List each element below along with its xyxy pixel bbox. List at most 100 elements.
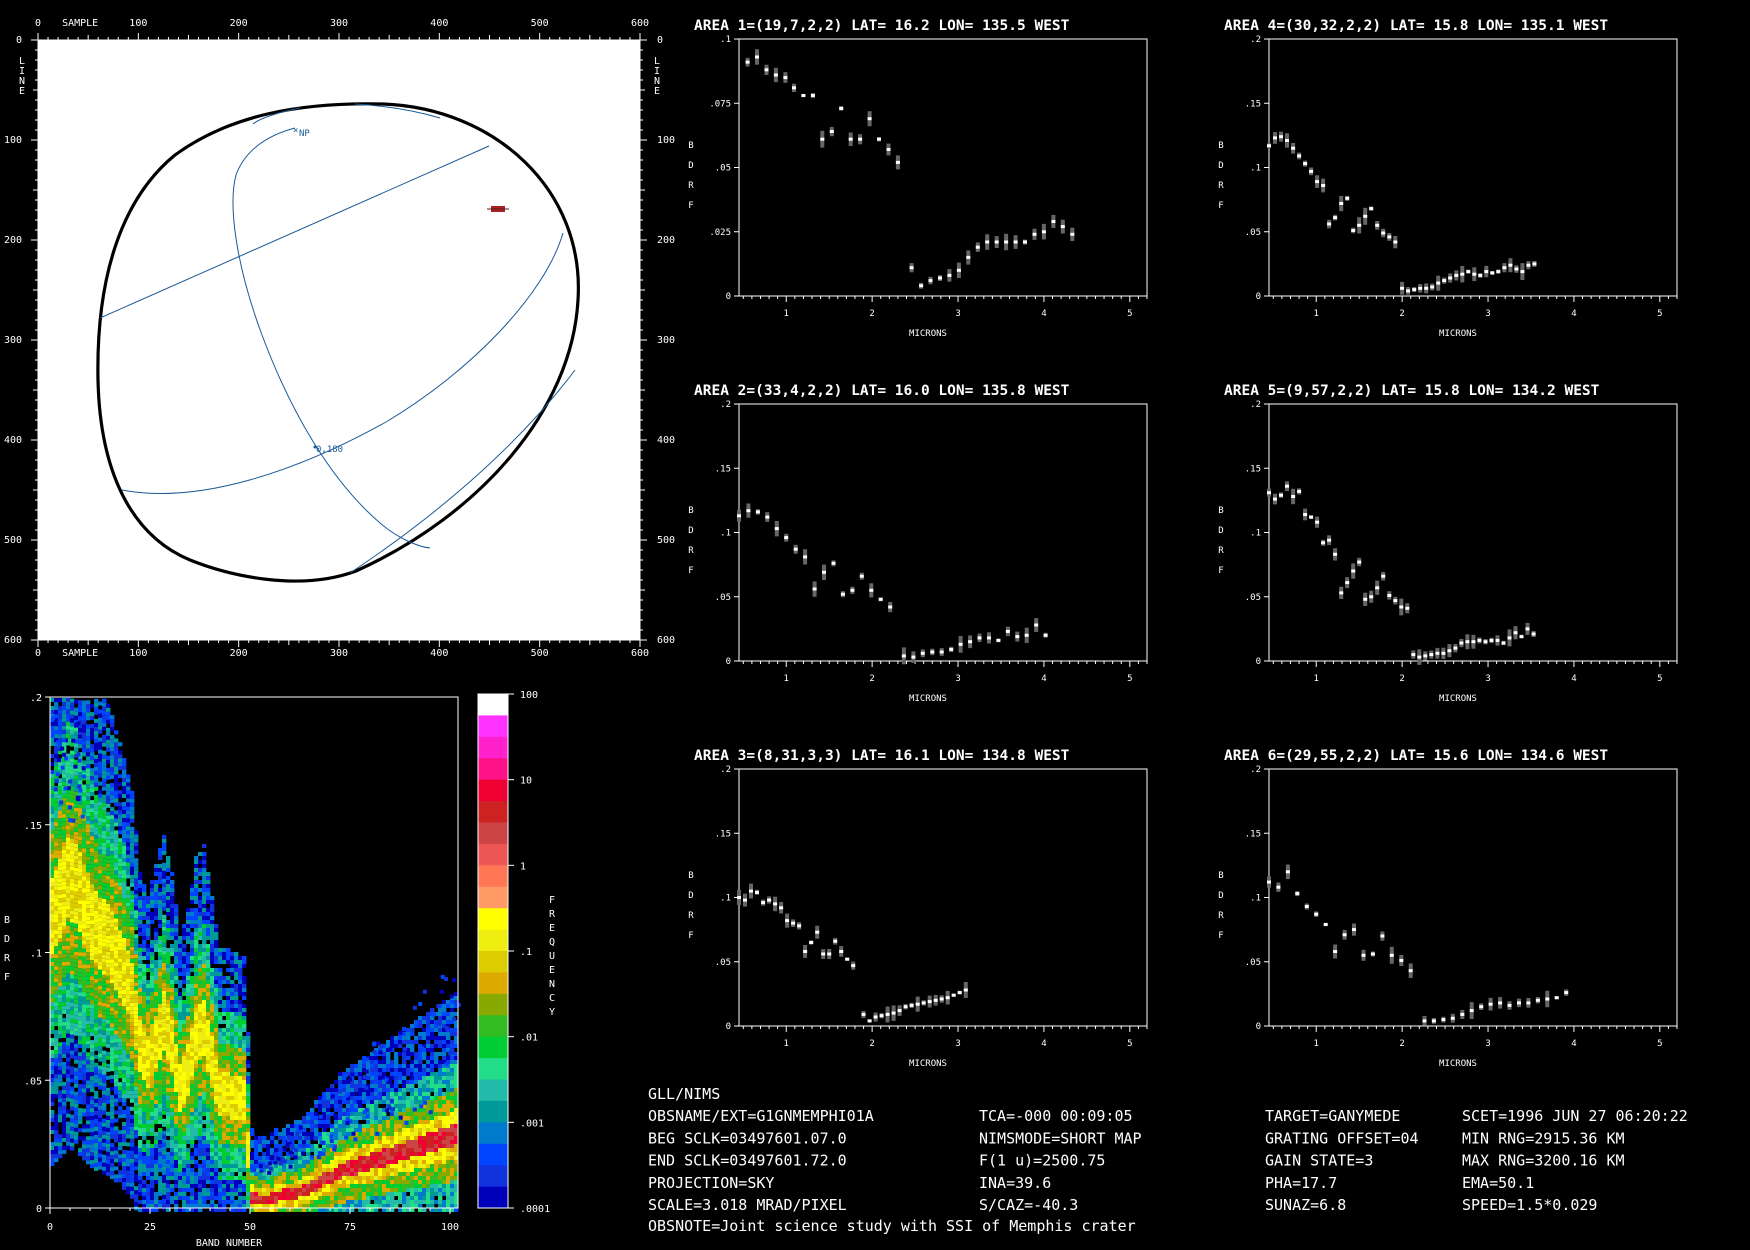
heatmap-cell bbox=[230, 956, 235, 960]
heatmap-cell bbox=[182, 1060, 187, 1064]
heatmap-cell bbox=[174, 1176, 179, 1180]
heatmap-cell bbox=[114, 730, 119, 735]
heatmap-cell bbox=[162, 1022, 167, 1027]
heatmap-cell bbox=[122, 874, 127, 878]
heatmap-cell bbox=[214, 1116, 219, 1120]
heatmap-cell bbox=[78, 916, 83, 921]
heatmap-cell bbox=[70, 970, 75, 975]
heatmap-cell bbox=[110, 1039, 115, 1044]
heatmap-cell bbox=[58, 1094, 63, 1099]
heatmap-cell bbox=[62, 729, 67, 734]
heatmap-cell bbox=[58, 922, 63, 927]
heatmap-cell bbox=[82, 1080, 87, 1085]
heatmap-cell bbox=[122, 1154, 127, 1158]
heatmap-cell bbox=[78, 960, 83, 965]
heatmap-cell bbox=[118, 934, 123, 939]
heatmap-cell bbox=[86, 936, 91, 941]
heatmap-cell bbox=[86, 772, 91, 777]
heatmap-cell bbox=[166, 1036, 171, 1040]
heatmap-cell bbox=[122, 1018, 127, 1022]
heatmap-cell bbox=[118, 1022, 123, 1027]
heatmap-cell bbox=[74, 1039, 79, 1044]
heatmap-cell bbox=[310, 1160, 315, 1164]
heatmap-cell bbox=[170, 1072, 175, 1076]
heatmap-cell bbox=[66, 945, 71, 950]
heatmap-cell bbox=[50, 1050, 55, 1054]
heatmap-cell bbox=[190, 1048, 195, 1052]
heatmap-cell bbox=[178, 1180, 183, 1184]
heatmap-cell bbox=[110, 1155, 115, 1160]
heatmap-cell bbox=[98, 1045, 103, 1050]
heatmap-cell bbox=[246, 1200, 251, 1204]
heatmap-cell bbox=[110, 727, 115, 732]
heatmap-cell bbox=[226, 1080, 231, 1084]
heatmap-cell bbox=[170, 928, 175, 932]
heatmap-cell bbox=[234, 1168, 239, 1172]
heatmap-cell bbox=[150, 1084, 155, 1088]
top-axis-title: SAMPLE bbox=[62, 18, 98, 29]
heatmap-cell bbox=[238, 960, 243, 964]
heatmap-cell bbox=[94, 850, 99, 855]
heatmap-cell bbox=[122, 898, 127, 902]
heatmap-cell bbox=[78, 1020, 83, 1025]
heatmap-cell bbox=[146, 920, 151, 924]
heatmap-cell bbox=[218, 956, 223, 960]
heatmap-cell bbox=[70, 966, 75, 971]
heatmap-cell bbox=[202, 1052, 207, 1056]
heatmap-cell bbox=[58, 894, 63, 899]
heatmap-cell bbox=[106, 831, 111, 836]
heatmap-cell bbox=[66, 793, 71, 798]
heatmap-cell bbox=[58, 1106, 63, 1111]
heatmap-cell bbox=[246, 1084, 251, 1088]
heatmap-cell bbox=[122, 1126, 127, 1130]
heatmap-cell bbox=[122, 1030, 127, 1034]
heatmap-cell bbox=[90, 1068, 95, 1073]
heatmap-cell bbox=[158, 948, 163, 952]
heatmap-cell bbox=[118, 986, 123, 991]
heatmap-cell bbox=[150, 1008, 155, 1012]
heatmap-cell bbox=[270, 1200, 275, 1204]
heatmap-cell bbox=[162, 918, 167, 923]
heatmap-cell bbox=[222, 1040, 227, 1044]
heatmap-cell bbox=[70, 978, 75, 983]
heatmap-cell bbox=[246, 1048, 251, 1052]
heatmap-cell bbox=[54, 722, 59, 727]
heatmap-cell bbox=[170, 1132, 175, 1136]
heatmap-cell bbox=[102, 874, 107, 879]
heatmap-cell bbox=[90, 836, 95, 841]
heatmap-cell bbox=[70, 994, 75, 999]
heatmap-cell bbox=[54, 1062, 59, 1067]
heatmap-cell bbox=[266, 1140, 271, 1144]
heatmap-cell bbox=[90, 924, 95, 929]
heatmap-cell bbox=[86, 1084, 91, 1089]
heatmap-cell bbox=[138, 1104, 143, 1108]
heatmap-cell bbox=[122, 1178, 127, 1182]
heatmap-cell bbox=[138, 980, 143, 984]
heatmap-cell bbox=[190, 1068, 195, 1072]
planet-limb bbox=[96, 102, 580, 583]
heatmap-cell bbox=[158, 888, 163, 892]
heatmap-cell bbox=[98, 725, 103, 730]
heatmap-cell bbox=[130, 866, 135, 871]
heatmap-cell bbox=[134, 1078, 139, 1083]
heatmap-cell bbox=[218, 1164, 223, 1168]
heatmap-cell bbox=[138, 968, 143, 972]
heatmap-cell bbox=[154, 1100, 159, 1104]
heatmap-cell bbox=[302, 1116, 307, 1120]
heatmap-cell bbox=[126, 886, 131, 891]
heatmap-cell bbox=[198, 896, 203, 900]
heatmap-cell bbox=[114, 894, 119, 899]
heatmap-cell bbox=[142, 1080, 147, 1084]
heatmap-cell bbox=[114, 762, 119, 767]
heatmap-cell bbox=[50, 990, 55, 994]
heatmap-cell bbox=[74, 943, 79, 948]
heatmap-cell bbox=[166, 988, 171, 992]
heatmap-cell bbox=[218, 1192, 223, 1196]
heatmap-cell bbox=[130, 1082, 135, 1087]
heatmap-cell bbox=[70, 1038, 75, 1043]
heatmap-cell bbox=[150, 892, 155, 896]
heatmap-cell bbox=[78, 828, 83, 833]
heatmap-cell bbox=[298, 1156, 303, 1160]
heatmap-cell bbox=[62, 721, 67, 726]
heatmap-cell bbox=[174, 1112, 179, 1116]
